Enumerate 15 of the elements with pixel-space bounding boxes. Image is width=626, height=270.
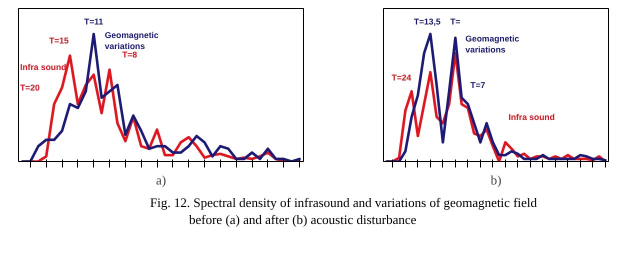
annotation: T=8: [122, 49, 138, 60]
x-axis-title: a): [156, 172, 166, 188]
annotation: T=7: [470, 80, 486, 90]
caption: Fig. 12. Spectral density of infrasound and variations of geomagnetic field before (a) and after (b) acoustic disturbance: [150, 195, 538, 229]
annotation: Geomagnetic variations: [465, 34, 520, 55]
text: T=11: [84, 16, 104, 26]
annotation: T=24: [392, 72, 412, 82]
annotation: T=20: [20, 82, 40, 93]
annotation: Infra sound: [508, 112, 555, 122]
annotation: Geomagnetic variations: [104, 30, 159, 51]
x-axis-title: b): [490, 172, 502, 188]
text: T=13,5: [414, 16, 441, 26]
text: T=: [450, 16, 460, 26]
annotation: T=15: [49, 35, 69, 46]
annotation: Infra sound: [20, 62, 66, 72]
